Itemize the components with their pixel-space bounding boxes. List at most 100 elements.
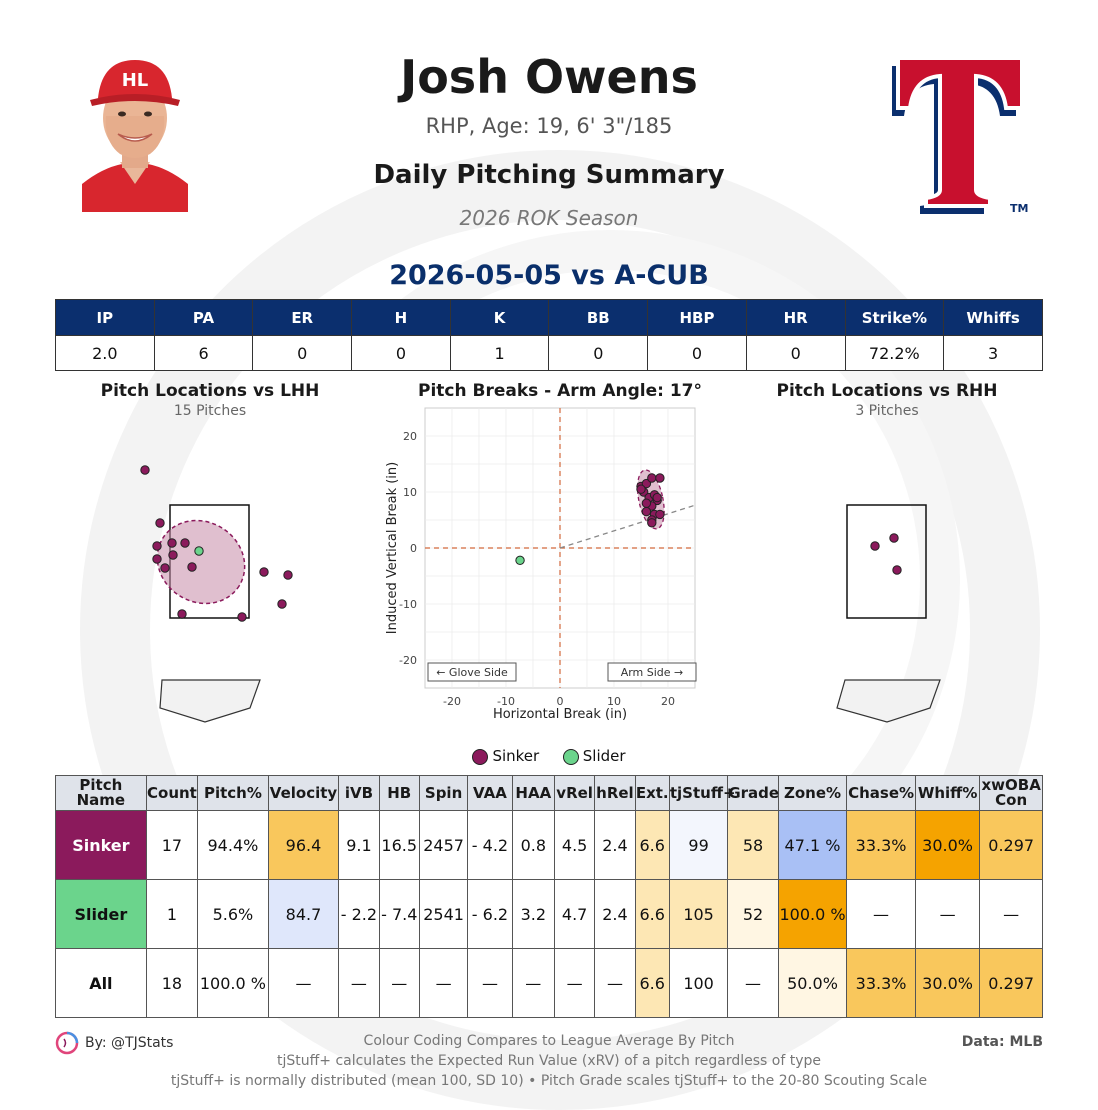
- lhh-sinker-point: [237, 612, 247, 622]
- rhh-location-plot: [836, 504, 941, 723]
- pitch-table-cell: —: [267, 948, 340, 1018]
- breaks-point-sinker: [636, 484, 646, 494]
- data-source: Data: MLB: [961, 1034, 1043, 1050]
- pitch-table-cell: —: [727, 948, 779, 1018]
- pitch-table-row: All 18 100.0 % — — — — — — — —6.6 100—50.0% 33.3% 30.…: [55, 948, 1043, 1018]
- pitch-table-cell: 94.4%: [197, 810, 269, 880]
- stat-value-hbp: 0: [647, 335, 747, 371]
- x-tick-label: 10: [607, 695, 621, 708]
- breaks-point-sinker: [641, 498, 652, 508]
- pitch-table-header-hrel: hRel: [594, 775, 636, 811]
- pitch-table-cell: 16.5: [378, 810, 420, 880]
- pitch-table-cell: 58: [727, 810, 779, 880]
- rhh-sinker-point: [892, 565, 902, 575]
- pitch-table-cell: 33.3%: [846, 810, 916, 880]
- stat-header-ip: IP: [55, 299, 155, 336]
- pitch-table-cell: 2.4: [594, 879, 636, 949]
- glove-side-label: ← Glove Side: [436, 666, 508, 679]
- lhh-sinker-point: [160, 563, 170, 573]
- stat-value-hr: 0: [745, 335, 846, 371]
- lhh-sinker-point: [168, 550, 178, 560]
- legend-slider-label: Slider: [582, 747, 626, 765]
- breaks-point-sinker: [655, 509, 665, 520]
- pitch-table-header-pitch-name: Pitch Name: [55, 775, 147, 811]
- rhh-sinker-point: [889, 533, 899, 543]
- summary-title: Daily Pitching Summary: [373, 160, 725, 190]
- pitch-table-cell: 9.1: [338, 810, 380, 880]
- stat-value-bb: 0: [548, 335, 649, 371]
- pitch-table-header-ivb: iVB: [338, 775, 380, 811]
- pitch-table-cell: —: [378, 948, 420, 1018]
- pitch-table-cell: 2.4: [594, 810, 636, 880]
- lhh-sinker-point: [277, 599, 287, 609]
- player-headshot: HL: [82, 56, 188, 212]
- stat-header-h: H: [351, 299, 451, 336]
- rhh-strike-zone: [846, 504, 927, 619]
- pitch-table-cell: 6.6: [634, 948, 670, 1018]
- pitch-table-header-pitch-: Pitch%: [197, 775, 269, 811]
- pitch-table-cell: —: [979, 879, 1043, 949]
- svg-text:HL: HL: [122, 70, 149, 91]
- pitch-table-cell: 5.6%: [197, 879, 269, 949]
- pitch-table-cell: —: [553, 948, 596, 1018]
- pitch-table-cell: —: [914, 879, 981, 949]
- stat-value-whiffs: 3: [943, 335, 1043, 371]
- pitch-table-header-spin: Spin: [418, 775, 469, 811]
- y-tick-label: 20: [403, 430, 417, 443]
- lhh-sinker-point: [177, 609, 187, 619]
- rhh-pitch-points: [870, 533, 902, 575]
- x-tick-label: 0: [557, 695, 564, 708]
- pitch-table-cell: Slider: [55, 879, 147, 949]
- stat-value-pa: 6: [153, 335, 254, 371]
- y-tick-label: -20: [399, 654, 417, 667]
- lhh-slider-point: [194, 546, 204, 556]
- byline-text: By: @TJStats: [85, 1035, 174, 1051]
- pitch-table-header-xwoba-con: xwOBA Con: [979, 775, 1043, 811]
- arm-angle-line: [559, 504, 696, 549]
- breaks-point-slider: [515, 555, 525, 566]
- stat-header-strike: Strike%: [844, 299, 945, 336]
- pitch-table-cell: 47.1 %: [777, 810, 848, 880]
- stat-line-table: IP PA ER H K BB HBP HR Strike% Whiffs 2.0 6 0 0 1 0 0 0 7…: [55, 299, 1043, 371]
- footer-note-1: Colour Coding Compares to League Average…: [363, 1033, 735, 1049]
- rhh-plot-subtitle: 3 Pitches: [855, 403, 919, 419]
- pitch-table-cell: 96.4: [267, 810, 340, 880]
- pitch-table-header-grade: Grade: [727, 775, 779, 811]
- pitch-legend: Sinker Slider: [0, 747, 1098, 765]
- pitch-table-cell: 18: [145, 948, 199, 1018]
- lhh-sinker-point: [167, 538, 177, 548]
- stat-header-pa: PA: [153, 299, 254, 336]
- pitch-table-header-count: Count: [145, 775, 199, 811]
- pitch-table-header-hb: HB: [378, 775, 420, 811]
- breaks-point-sinker: [655, 473, 665, 483]
- pitch-table-cell: 99: [668, 810, 729, 880]
- lhh-home-plate: [159, 679, 261, 723]
- stat-value-ip: 2.0: [55, 335, 155, 371]
- footer-note-2: tjStuff+ calculates the Expected Run Val…: [276, 1053, 822, 1069]
- pitch-table-cell: - 2.2: [338, 879, 380, 949]
- lhh-plot-title: Pitch Locations vs LHH: [100, 381, 320, 401]
- pitch-table-header-chase-: Chase%: [846, 775, 916, 811]
- pitch-table-header-velocity: Velocity: [267, 775, 340, 811]
- lhh-sinker-point: [155, 518, 165, 528]
- rhh-home-plate: [836, 679, 941, 723]
- pitch-table-cell: —: [594, 948, 636, 1018]
- x-tick-label: 20: [661, 695, 675, 708]
- breaks-x-axis-label: Horizontal Break (in): [493, 707, 627, 722]
- team-logo-tm: TM: [1010, 202, 1028, 215]
- breaks-point-sinker: [652, 492, 662, 503]
- pitch-table-cell: 0.297: [979, 810, 1043, 880]
- stat-header-er: ER: [252, 299, 353, 336]
- pitch-table-header-zone-: Zone%: [777, 775, 848, 811]
- legend-sinker-label: Sinker: [492, 747, 540, 765]
- pitch-table-cell: 33.3%: [846, 948, 916, 1018]
- stat-value-strike: 72.2%: [844, 335, 945, 371]
- player-bio: RHP, Age: 19, 6' 3"/185: [425, 114, 673, 138]
- pitch-table-cell: 30.0%: [914, 810, 981, 880]
- pitch-table-cell: 52: [727, 879, 779, 949]
- stat-header-whiffs: Whiffs: [943, 299, 1043, 336]
- pitch-table-cell: 30.0%: [914, 948, 981, 1018]
- x-tick-label: -20: [443, 695, 461, 708]
- y-tick-label: 0: [410, 542, 417, 555]
- pitch-table-header-vrel: vRel: [553, 775, 596, 811]
